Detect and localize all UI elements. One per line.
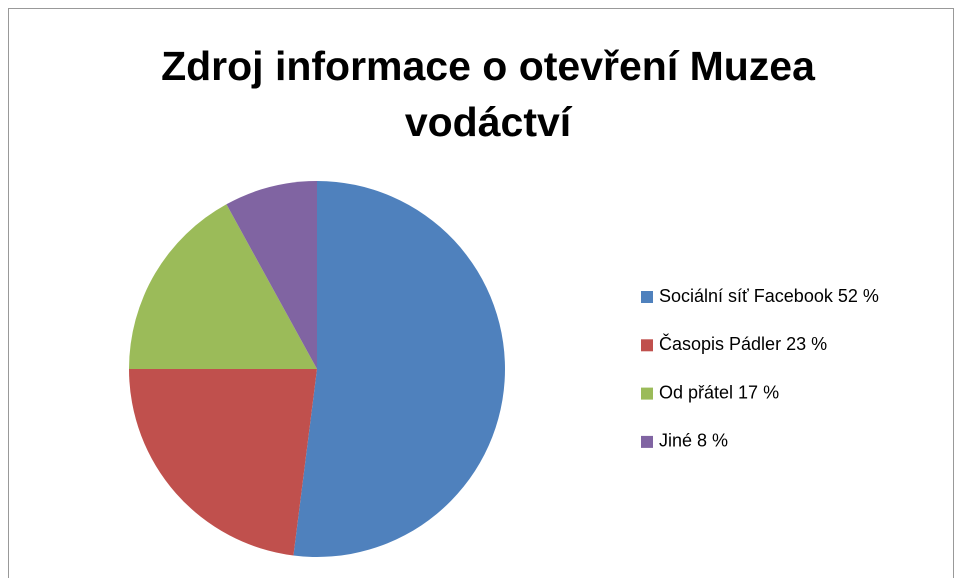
- legend-swatch: [641, 435, 653, 448]
- pie-slice: [129, 204, 317, 369]
- pie-slice: [129, 369, 317, 556]
- chart-title: Zdroj informace o otevření Muzea vodáctv…: [161, 43, 815, 145]
- legend-label: Jiné 8 %: [659, 431, 728, 451]
- pie-slice: [293, 181, 505, 557]
- legend-label: Časopis Pádler 23 %: [659, 333, 827, 354]
- legend-swatch: [641, 291, 653, 303]
- legend-label: Od přátel 17 %: [659, 382, 779, 402]
- legend-swatch: [641, 387, 653, 400]
- pie-slice: [226, 181, 317, 369]
- legend-label: Sociální síť Facebook 52 %: [659, 286, 879, 306]
- legend-swatch: [641, 339, 653, 352]
